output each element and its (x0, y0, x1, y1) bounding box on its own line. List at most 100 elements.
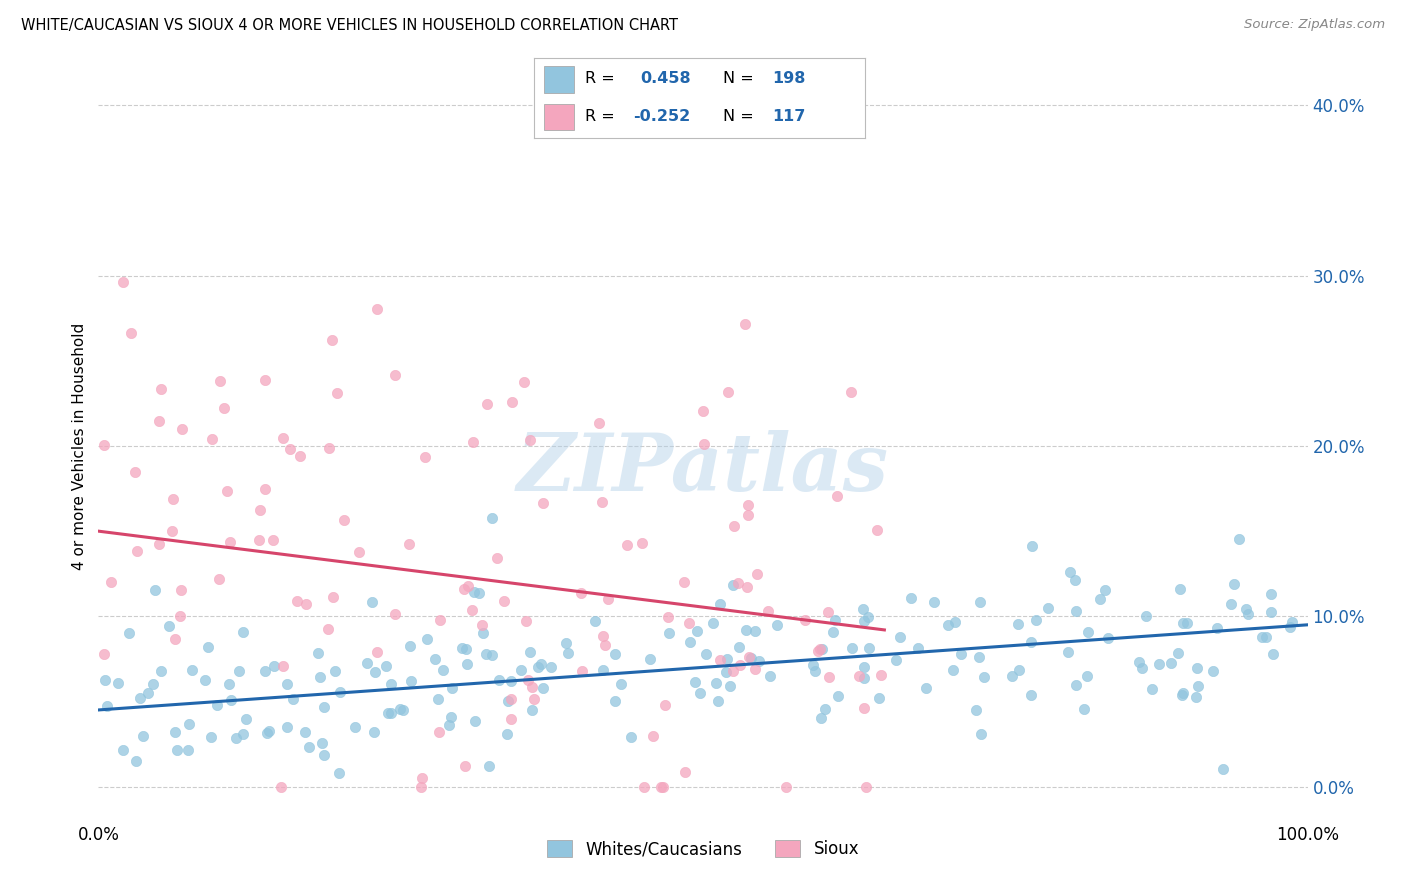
Point (212, 401, 235, 415)
Point (149, 382, 172, 396)
Point (461, 435, 484, 450)
Point (1057, 645, 1080, 659)
Point (922, 595, 945, 609)
Point (221, 693, 243, 707)
Point (592, 629, 614, 643)
Point (136, 686, 159, 700)
Point (311, 736, 333, 750)
Point (270, 780, 292, 794)
Point (1223, 577, 1246, 591)
Point (807, 644, 830, 658)
Point (273, 431, 295, 445)
Point (1279, 620, 1302, 634)
Point (513, 375, 536, 389)
Text: ZIPatlas: ZIPatlas (517, 430, 889, 508)
Point (737, 508, 759, 522)
Point (1160, 656, 1182, 670)
Point (744, 662, 766, 676)
Point (1073, 702, 1095, 716)
Point (814, 702, 837, 716)
Point (439, 710, 461, 724)
Point (464, 714, 486, 728)
Point (630, 536, 652, 550)
Point (969, 594, 991, 608)
Y-axis label: 4 or more Vehicles in Household: 4 or more Vehicles in Household (72, 322, 87, 570)
Point (148, 414, 170, 428)
Point (295, 597, 318, 611)
Point (758, 669, 780, 683)
Point (900, 591, 922, 606)
Point (1187, 679, 1209, 693)
Point (717, 385, 740, 400)
FancyBboxPatch shape (544, 66, 574, 93)
Point (709, 653, 731, 667)
Point (437, 717, 460, 731)
Point (1185, 690, 1208, 705)
Point (889, 630, 911, 644)
Point (522, 681, 544, 695)
Point (276, 677, 298, 691)
Point (1175, 615, 1198, 630)
Point (1237, 607, 1260, 622)
Point (498, 694, 520, 708)
Point (821, 624, 844, 639)
Point (427, 692, 450, 706)
Point (1076, 668, 1098, 682)
Point (225, 731, 247, 746)
Point (118, 625, 141, 640)
Point (228, 664, 250, 678)
Point (208, 572, 231, 586)
Text: R =: R = (585, 109, 620, 124)
Point (557, 646, 579, 660)
Point (740, 651, 762, 665)
Point (793, 613, 815, 627)
Point (398, 537, 420, 551)
Point (686, 624, 709, 639)
Point (205, 698, 228, 712)
Point (633, 780, 655, 794)
Point (706, 694, 728, 708)
Point (322, 590, 344, 604)
Point (720, 679, 742, 693)
Point (93, 647, 115, 661)
Point (716, 652, 738, 666)
Point (523, 691, 546, 706)
Text: 117: 117 (772, 109, 806, 124)
Point (841, 385, 863, 400)
Point (409, 780, 432, 794)
Point (499, 691, 522, 706)
Point (333, 513, 356, 527)
Point (283, 691, 305, 706)
Point (169, 608, 191, 623)
Point (194, 673, 217, 688)
Point (692, 404, 714, 418)
Point (520, 703, 543, 717)
Point (163, 632, 186, 646)
Point (853, 660, 876, 674)
Point (401, 673, 423, 688)
Point (756, 604, 779, 618)
Point (124, 465, 146, 479)
Point (593, 638, 616, 652)
Point (440, 681, 463, 696)
Point (1263, 647, 1285, 661)
Point (866, 523, 889, 537)
Point (519, 645, 541, 659)
Point (824, 613, 846, 627)
Point (967, 649, 990, 664)
Point (112, 276, 135, 290)
Point (709, 597, 731, 611)
Point (363, 725, 385, 739)
Point (852, 602, 875, 616)
Point (745, 566, 768, 581)
Point (1173, 616, 1195, 631)
Point (495, 727, 517, 741)
Point (803, 664, 825, 678)
Point (735, 623, 758, 637)
Point (1025, 613, 1047, 627)
Point (1260, 587, 1282, 601)
Text: -0.252: -0.252 (633, 109, 690, 124)
Point (347, 545, 370, 559)
Point (869, 667, 891, 681)
Point (457, 578, 479, 592)
